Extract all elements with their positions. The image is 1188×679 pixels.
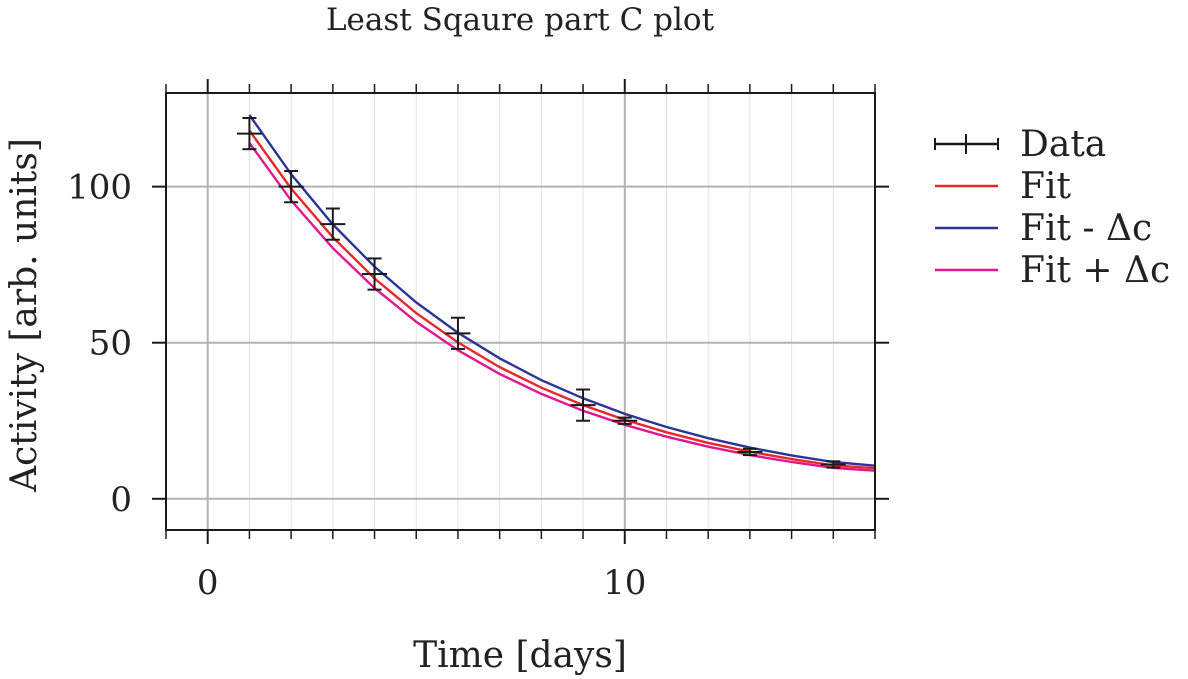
data-point (737, 447, 763, 457)
plot-frame (165, 92, 876, 531)
plot-points (236, 116, 846, 469)
legend-entry: Fit + Δc (935, 250, 1170, 291)
legend-label: Fit + Δc (1020, 250, 1170, 291)
major-grid (166, 93, 875, 530)
minor-grid (165, 93, 876, 530)
data-point (445, 316, 471, 350)
data-point (820, 460, 846, 469)
legend-label: Fit (1020, 166, 1071, 207)
axis-ticks (152, 79, 889, 544)
legend-label: Data (1020, 124, 1106, 165)
x-axis-label: Time [days] (413, 635, 627, 676)
data-point (570, 388, 596, 422)
legend-label: Fit - Δc (1020, 208, 1152, 249)
plot-lines (248, 114, 876, 472)
legend-entry: Data (934, 124, 1106, 165)
series-line-1 (248, 129, 876, 470)
series-line-3 (248, 142, 876, 472)
data-point (278, 170, 304, 204)
data-point (320, 207, 346, 241)
y-tick-label: 50 (89, 324, 132, 364)
chart-title: Least Sqaure part C plot (326, 2, 715, 38)
x-tick-label: 10 (603, 563, 646, 603)
y-axis-label: Activity [arb. units] (4, 138, 45, 493)
data-point (612, 416, 638, 425)
x-tick-label: 0 (197, 563, 219, 603)
series-line-2 (248, 114, 876, 467)
y-tick-label: 100 (67, 168, 132, 208)
data-point (236, 116, 262, 151)
data-point (362, 257, 388, 291)
y-tick-label: 0 (110, 480, 132, 520)
legend-entry: Fit - Δc (935, 208, 1152, 249)
legend-entry: Fit (935, 166, 1071, 207)
